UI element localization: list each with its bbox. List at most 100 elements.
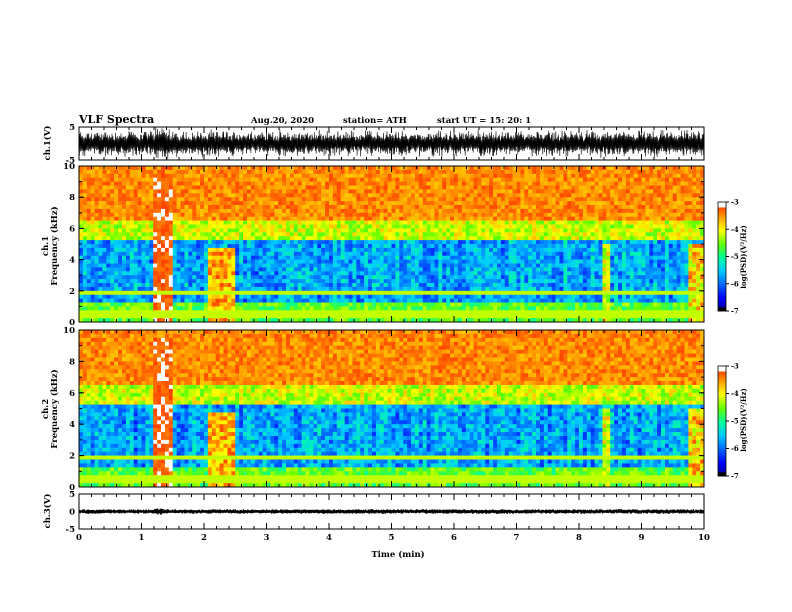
spectrogram-cell	[387, 247, 392, 253]
spectrogram-cell	[223, 251, 228, 256]
spectrogram-cell	[246, 259, 252, 264]
spectrogram-cell	[536, 294, 541, 299]
spectrogram-cell	[86, 232, 92, 237]
spectrogram-cell	[332, 244, 338, 249]
spectrogram-cell	[403, 236, 408, 241]
spectrogram-cell	[329, 271, 334, 276]
spectrogram-cell	[321, 263, 326, 268]
spectrogram-cell	[411, 314, 416, 319]
spectrogram-cell	[469, 286, 474, 292]
spectrogram-cell	[481, 232, 486, 237]
spectrogram-cell	[180, 294, 185, 299]
spectrogram-cell	[297, 247, 302, 253]
spectrogram-cell	[348, 189, 353, 194]
spectrogram-cell	[336, 259, 342, 264]
spectrogram-cell	[231, 169, 236, 175]
spectrogram-cell	[391, 224, 396, 229]
spectrogram-cell	[520, 286, 525, 292]
spectrogram-cell	[98, 247, 103, 253]
spectrogram-cell	[168, 236, 174, 241]
spectrogram-cell	[258, 193, 263, 198]
spectrogram-cell	[539, 236, 545, 241]
spectrogram-cell	[176, 302, 181, 307]
spectrogram-cell	[344, 271, 349, 276]
spectrogram-cell	[266, 189, 271, 194]
spectrogram-cell	[254, 205, 259, 210]
spectrogram-cell	[336, 236, 342, 241]
spectrogram-cell	[309, 298, 314, 303]
spectrogram-cell	[164, 181, 170, 186]
spectrogram-cell	[387, 318, 392, 323]
spectrogram-cell	[473, 263, 478, 268]
spectrogram-cell	[321, 224, 326, 229]
spectrogram-cell	[364, 314, 369, 319]
spectrogram-cell	[250, 173, 256, 178]
spectrogram-cell	[356, 232, 361, 237]
spectrogram-cell	[82, 181, 88, 186]
spectrogram-cell	[282, 302, 287, 307]
spectrogram-cell	[246, 244, 252, 249]
spectrogram-cell	[153, 279, 158, 284]
spectrogram-cell	[98, 306, 103, 311]
spectrogram-cell	[282, 286, 287, 292]
spectrogram-cell	[520, 306, 525, 311]
spectrogram-cell	[250, 275, 256, 280]
spectrogram-cell	[368, 166, 373, 171]
spectrogram-cell	[317, 298, 322, 303]
spectrogram-cell	[106, 259, 111, 264]
spectrogram-cell	[192, 290, 197, 295]
spectrogram-cell	[465, 169, 470, 175]
spectrogram-cell	[102, 279, 107, 284]
spectrogram-cell	[137, 208, 142, 214]
spectrogram-cell	[360, 228, 365, 233]
spectrogram-cell	[262, 302, 267, 307]
spectrogram-cell	[418, 232, 424, 237]
spectrogram-cell	[114, 177, 119, 182]
spectrogram-cell	[196, 169, 201, 175]
spectrogram-cell	[551, 181, 556, 186]
spectrogram-cell	[442, 212, 447, 217]
spectrogram-cell	[180, 177, 185, 182]
spectrogram-cell	[250, 318, 256, 323]
spectrogram-cell	[422, 236, 427, 241]
spectrogram-cell	[192, 193, 197, 198]
spectrogram-cell	[481, 259, 486, 264]
spectrogram-cell	[446, 212, 451, 217]
spectrogram-cell	[399, 302, 404, 307]
spectrogram-cell	[309, 201, 314, 206]
spectrogram-cell	[133, 259, 138, 264]
spectrogram-cell	[164, 279, 170, 284]
spectrogram-cell	[473, 185, 478, 190]
spectrogram-cell	[317, 177, 322, 182]
spectrogram-cell	[469, 193, 474, 198]
spectrogram-cell	[231, 318, 236, 323]
spectrogram-cell	[110, 181, 115, 186]
spectrogram-cell	[274, 298, 279, 303]
spectrogram-cell	[211, 185, 217, 190]
spectrogram-cell	[454, 240, 459, 245]
spectrogram-cell	[270, 244, 275, 249]
spectrogram-cell	[161, 212, 166, 217]
spectrogram-cell	[121, 201, 127, 206]
spectrogram-cell	[176, 220, 181, 225]
spectrogram-cell	[106, 255, 111, 260]
spectrogram-cell	[438, 185, 443, 190]
spectrogram-cell	[325, 290, 330, 295]
spectrogram-cell	[360, 193, 365, 198]
spectrogram-cell	[547, 236, 552, 241]
spectrogram-cell	[348, 224, 353, 229]
spectrogram-cell	[79, 197, 84, 202]
spectrogram-cell	[465, 232, 470, 237]
spectrogram-cell	[473, 212, 478, 217]
spectrogram-cell	[543, 251, 549, 256]
spectrogram-cell	[118, 212, 123, 217]
spectrogram-cell	[407, 220, 412, 225]
spectrogram-cell	[496, 166, 502, 171]
spectrogram-cell	[375, 169, 381, 175]
spectrogram-cell	[383, 236, 388, 241]
spectrogram-cell	[301, 283, 306, 288]
spectrogram-cell	[110, 267, 115, 272]
spectrogram-cell	[473, 224, 478, 229]
spectrogram-cell	[348, 169, 353, 175]
spectrogram-cell	[539, 259, 545, 264]
